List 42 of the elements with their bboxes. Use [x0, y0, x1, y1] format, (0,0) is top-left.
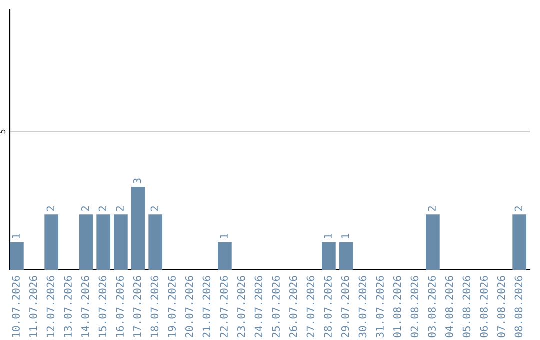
x-tick-label: 03.08.2026: [428, 276, 436, 338]
x-tick-label: 10.07.2026: [12, 276, 20, 338]
x-tick-label: 08.08.2026: [514, 276, 523, 338]
x-tick-label: 17.07.2026: [133, 276, 142, 338]
x-tick-label: 11.07.2026: [29, 276, 38, 338]
x-tick-label: 12.07.2026: [46, 276, 55, 338]
x-tick-label: 16.07.2026: [116, 276, 124, 338]
data-label: 2: [98, 206, 106, 212]
data-label: 2: [428, 206, 436, 212]
x-tick-label: 28.07.2026: [324, 276, 332, 338]
data-label: 2: [46, 206, 54, 212]
x-tick-label: 25.07.2026: [272, 276, 280, 338]
data-label: 2: [514, 206, 522, 212]
x-tick-label: 30.07.2026: [358, 276, 367, 338]
x-tick-label: 18.07.2026: [150, 276, 159, 338]
x-tick-label: 15.07.2026: [98, 276, 107, 338]
x-tick-label: 29.07.2026: [341, 276, 350, 338]
x-tick-label: 02.08.2026: [410, 276, 419, 338]
x-tick-label: 23.07.2026: [237, 276, 246, 338]
x-tick-label: 06.08.2026: [480, 276, 488, 338]
data-label: 1: [342, 234, 350, 238]
x-tick-label: 26.07.2026: [289, 276, 298, 338]
x-tick-label: 21.07.2026: [202, 276, 211, 338]
data-label: 1: [324, 234, 332, 238]
data-label: 2: [116, 206, 124, 212]
x-tick-label: 05.08.2026: [462, 276, 471, 338]
x-tick-label: 31.07.2026: [376, 276, 384, 338]
data-label: 1: [12, 234, 20, 238]
x-tick-label: 27.07.2026: [306, 276, 315, 338]
data-label: 1: [220, 234, 228, 238]
data-label: 2: [150, 206, 158, 212]
x-tick-label: 14.07.2026: [81, 276, 90, 338]
x-tick-label: 01.08.2026: [393, 276, 402, 338]
x-tick-label: 04.08.2026: [445, 276, 454, 338]
x-tick-label: 19.07.2026: [168, 276, 176, 338]
x-tick-label: 22.07.2026: [220, 276, 228, 338]
x-tick-label: 07.08.2026: [497, 276, 506, 338]
data-label: 2: [81, 206, 90, 212]
x-tick-label: 13.07.2026: [64, 276, 72, 338]
x-tick-label: 24.07.2026: [254, 276, 263, 338]
data-label: 3: [133, 178, 142, 184]
x-tick-label: 20.07.2026: [185, 276, 194, 338]
